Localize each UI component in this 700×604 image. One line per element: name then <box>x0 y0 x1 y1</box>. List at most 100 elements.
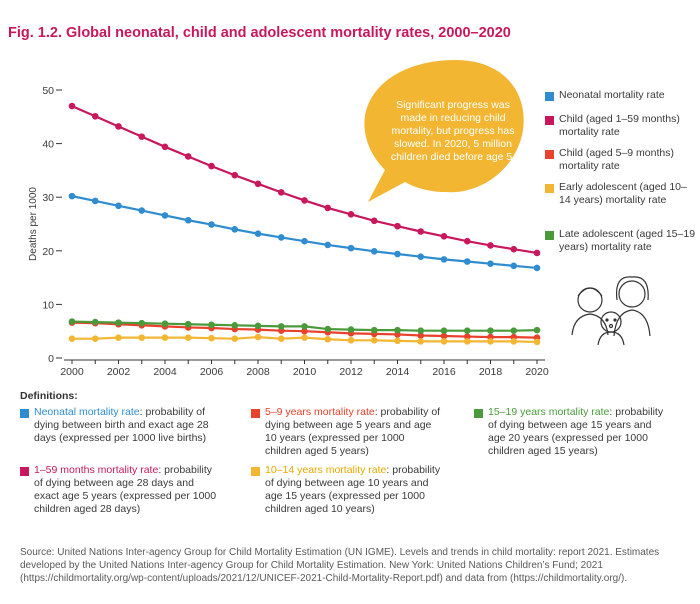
data-point-4-2004 <box>161 320 169 327</box>
baby-eye-right-icon <box>613 318 617 322</box>
data-point-4-2012 <box>347 326 355 333</box>
data-point-3-2000 <box>68 335 76 343</box>
data-point-1-2016 <box>440 233 448 240</box>
data-point-1-2003 <box>138 133 146 140</box>
child-body-icon <box>571 313 609 336</box>
legend-label-neonatal: Neonatal mortality rate <box>559 89 665 101</box>
x-tick-label: 2018 <box>479 366 503 378</box>
data-point-3-2008 <box>254 333 262 341</box>
x-tick-label: 2020 <box>525 366 549 378</box>
data-point-0-2012 <box>347 244 355 252</box>
y-tick-label: 0 <box>48 353 54 365</box>
x-tick-label: 2004 <box>153 366 177 378</box>
data-point-1-2019 <box>510 245 518 253</box>
data-point-1-2000 <box>68 102 76 110</box>
baby-eye-left-icon <box>605 318 609 322</box>
data-point-0-2009 <box>277 234 285 241</box>
data-point-1-2007 <box>231 171 239 179</box>
definition-swatch-1-59-months <box>20 467 29 476</box>
legend-label-child-5-9: Child (aged 5–9 months) mortality rate <box>559 147 674 172</box>
data-point-4-2000 <box>68 318 76 325</box>
definition-term-15-19-years: 15–19 years mortality rate <box>488 406 610 418</box>
data-point-4-2002 <box>115 319 122 326</box>
x-tick-label: 2002 <box>107 366 131 378</box>
data-point-4-2003 <box>138 319 146 327</box>
legend-item-late-adolescent: Late adolescent (aged 15–19 years) morta… <box>545 228 697 254</box>
definition-5-9-years: 5–9 years mortality rate: probability of… <box>251 406 441 458</box>
legend-swatch-early-adolescent <box>545 184 554 193</box>
data-point-3-2013 <box>370 337 378 344</box>
child-hair-icon <box>577 287 603 297</box>
legend-label-child-1-59: Child (aged 1–59 months) mortality rate <box>559 113 680 138</box>
data-point-2-2010 <box>301 327 308 335</box>
legend-item-neonatal: Neonatal mortality rate <box>545 89 697 102</box>
data-point-4-2013 <box>370 326 378 334</box>
definition-text-neonatal: : probability of dying between birth and… <box>34 406 209 444</box>
data-point-0-2008 <box>254 230 262 237</box>
definition-term-10-14-years: 10–14 years mortality rate <box>265 464 387 476</box>
data-point-0-2006 <box>208 221 215 228</box>
series-line-0 <box>71 195 538 270</box>
data-point-0-2020 <box>533 264 541 272</box>
data-point-1-2012 <box>347 211 355 218</box>
adult-head-icon <box>618 280 646 308</box>
data-point-4-2019 <box>510 327 518 334</box>
data-point-3-2018 <box>487 338 494 345</box>
x-tick-label: 2008 <box>246 366 270 378</box>
data-point-4-2017 <box>463 327 471 334</box>
data-point-0-2018 <box>487 260 494 267</box>
annotation-bubble <box>364 60 524 202</box>
definition-neonatal: Neonatal mortality rate: probability of … <box>20 406 210 445</box>
data-point-1-2009 <box>277 189 285 196</box>
x-tick-label: 2010 <box>293 366 317 378</box>
data-point-3-2007 <box>231 335 239 343</box>
baby-body-icon <box>597 331 625 346</box>
data-point-4-2015 <box>417 327 425 334</box>
legend-swatch-child-1-59 <box>545 116 554 125</box>
family-illustration <box>571 276 651 346</box>
legend-item-child-5-9: Child (aged 5–9 months) mortality rate <box>545 147 697 173</box>
data-point-3-2012 <box>347 337 355 344</box>
source-note: Source: United Nations Inter-agency Grou… <box>20 547 660 584</box>
data-point-0-2014 <box>394 250 401 258</box>
y-tick-label: 10 <box>42 299 54 311</box>
definition-15-19-years: 15–19 years mortality rate: probability … <box>474 406 664 458</box>
definitions-heading: Definitions: <box>20 390 78 402</box>
data-point-3-2017 <box>463 338 471 345</box>
data-point-4-2005 <box>184 320 192 328</box>
x-tick-label: 2016 <box>432 366 456 378</box>
data-point-1-2002 <box>115 123 122 130</box>
definition-text-5-9-years: : probability of dying between age 5 yea… <box>265 406 441 457</box>
data-point-1-2008 <box>254 180 262 188</box>
figure-title: Fig. 1.2. Global neonatal, child and ado… <box>8 25 511 41</box>
axes: 0 10 20 30 40 50 Deaths per 1000 2000 2002 2004 20… <box>28 85 549 378</box>
data-point-4-2016 <box>440 327 448 334</box>
legend-item-child-1-59: Child (aged 1–59 months) mortality rate <box>545 113 697 139</box>
data-point-1-2014 <box>394 222 401 230</box>
definition-term-neonatal: Neonatal mortality rate <box>34 406 140 418</box>
y-tick-label: 50 <box>42 85 54 97</box>
data-point-0-2011 <box>324 241 332 249</box>
data-point-3-2020 <box>533 338 541 346</box>
data-point-0-2002 <box>115 202 122 210</box>
definition-swatch-15-19-years <box>474 409 483 418</box>
data-point-0-2003 <box>138 207 146 214</box>
y-tick-label: 40 <box>42 139 54 151</box>
x-tick-label: 2012 <box>339 366 363 378</box>
definition-text-1-59-months: : probability of dying between age 28 da… <box>34 464 217 515</box>
adult-body-icon <box>613 309 651 337</box>
data-point-3-2004 <box>161 334 169 341</box>
data-point-0-2007 <box>231 226 239 233</box>
data-point-0-2017 <box>463 258 471 265</box>
data-point-1-2011 <box>324 204 332 212</box>
chart-area: 0 10 20 30 40 50 Deaths per 1000 2000 2002 2004 20… <box>28 60 651 378</box>
data-point-4-2006 <box>208 321 215 329</box>
data-point-0-2000 <box>68 192 76 200</box>
data-point-1-2018 <box>487 242 494 249</box>
data-point-1-2020 <box>533 249 541 257</box>
annotation-bubble-shape <box>364 60 524 202</box>
data-point-1-2005 <box>184 153 192 160</box>
data-point-1-2013 <box>370 217 378 225</box>
series-lines <box>68 102 541 346</box>
y-tick-label: 30 <box>42 192 54 204</box>
